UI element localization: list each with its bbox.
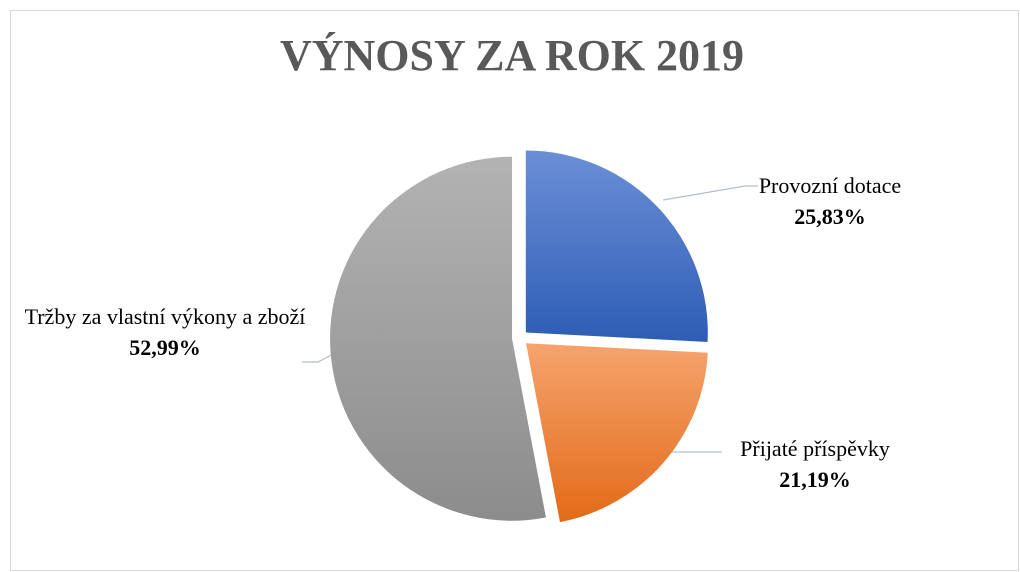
slice-label: Přijaté příspěvky 21,19%: [715, 433, 915, 495]
value-label: 21,19%: [779, 467, 851, 492]
value-label: 52,99%: [129, 335, 201, 360]
value-label: 25,83%: [794, 204, 866, 229]
pie-slice: [330, 156, 546, 521]
category-label: Provozní dotace: [758, 173, 902, 198]
category-label: Tržby za vlastní výkony a zboží: [24, 304, 306, 329]
category-label: Přijaté příspěvky: [740, 436, 890, 461]
leader-line: [662, 185, 758, 201]
chart-title: VÝNOSY ZA ROK 2019: [280, 31, 744, 80]
pie-slice: [525, 150, 708, 342]
pie-slice: [526, 343, 708, 523]
chart-border: [10, 10, 1019, 571]
slice-label: Tržby za vlastní výkony a zboží 52,99%: [20, 301, 310, 363]
slice-label: Provozní dotace 25,83%: [745, 170, 915, 232]
